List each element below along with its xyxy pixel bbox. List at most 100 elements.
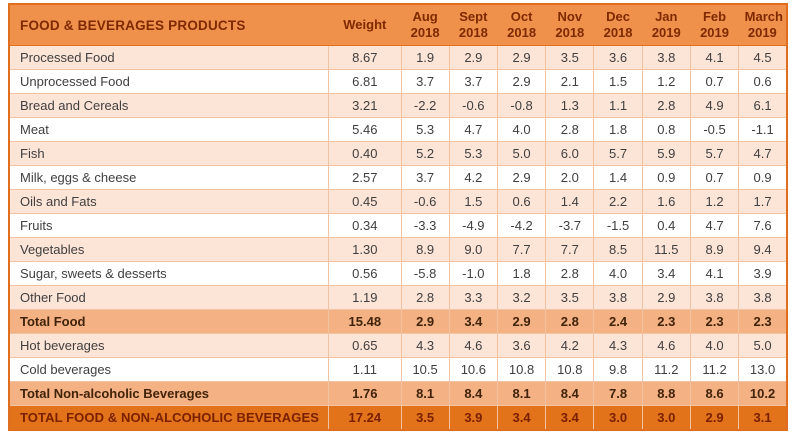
value-cell: 10.5 — [400, 357, 450, 382]
value-cell: 4.0 — [496, 117, 547, 142]
row-label: Sugar, sweets & desserts — [8, 261, 330, 286]
table-row: Other Food 1.19 2.8 3.3 3.2 3.5 3.8 2.9 3.8 3.8 — [8, 285, 788, 310]
value-cell: -3.7 — [545, 213, 595, 238]
weight-cell: 5.46 — [328, 117, 402, 142]
weight-cell: 0.40 — [328, 141, 402, 166]
table-row: Fish 0.40 5.2 5.3 5.0 6.0 5.7 5.9 5.7 4.7 — [8, 141, 788, 166]
value-cell: 8.1 — [400, 381, 450, 406]
column-header-month: Aug 2018 — [401, 4, 450, 46]
value-cell: -1.0 — [448, 261, 498, 286]
value-cell: 1.4 — [593, 165, 643, 190]
value-cell: 9.0 — [448, 237, 498, 262]
value-cell: 3.7 — [400, 165, 450, 190]
table-row: Vegetables 1.30 8.9 9.0 7.7 7.7 8.5 11.5 8.9 9.4 — [8, 237, 788, 262]
value-cell: 5.2 — [400, 141, 450, 166]
value-cell: 3.3 — [448, 285, 498, 310]
value-cell: 7.6 — [738, 213, 788, 238]
value-cell: 4.2 — [448, 165, 498, 190]
value-cell: 1.1 — [593, 93, 643, 118]
value-cell: 2.9 — [448, 45, 498, 70]
row-label: Cold beverages — [8, 357, 330, 382]
row-label: Fruits — [8, 213, 330, 238]
row-label: Processed Food — [8, 45, 330, 70]
row-label: Oils and Fats — [8, 189, 330, 214]
table-row: Bread and Cereals 3.21 -2.2 -0.6 -0.8 1.3 1.1 2… — [8, 93, 788, 118]
table-row: Cold beverages 1.11 10.5 10.6 10.8 10.8 9.8 11.… — [8, 357, 788, 382]
table-header: FOOD & BEVERAGES PRODUCTS Weight Aug 2018… — [9, 4, 787, 46]
weight-cell: 3.21 — [328, 93, 402, 118]
value-cell: 5.7 — [689, 141, 740, 166]
value-cell: 4.7 — [689, 213, 740, 238]
value-cell: 2.9 — [496, 69, 547, 94]
value-cell: 6.1 — [738, 93, 788, 118]
column-header-month: Jan 2019 — [642, 4, 691, 46]
weight-cell: 17.24 — [328, 405, 402, 431]
value-cell: 4.0 — [593, 261, 643, 286]
column-header-month: Sept 2018 — [449, 4, 498, 46]
value-cell: 3.5 — [545, 45, 595, 70]
value-cell: 2.3 — [641, 309, 691, 334]
value-cell: 4.1 — [689, 45, 740, 70]
value-cell: -4.2 — [496, 213, 547, 238]
weight-cell: 6.81 — [328, 69, 402, 94]
table-row: Milk, eggs & cheese 2.57 3.7 4.2 2.9 2.0 1.4 0.… — [8, 165, 788, 190]
table-row: Meat 5.46 5.3 4.7 4.0 2.8 1.8 0.8 -0.5 -1.1 — [8, 117, 788, 142]
value-cell: 3.8 — [738, 285, 788, 310]
value-cell: 0.9 — [641, 165, 691, 190]
value-cell: 2.9 — [689, 405, 740, 431]
value-cell: 3.6 — [496, 333, 547, 358]
value-cell: 8.4 — [448, 381, 498, 406]
value-cell: 1.7 — [738, 189, 788, 214]
value-cell: 4.6 — [641, 333, 691, 358]
row-label: Total Non-alcoholic Beverages — [8, 381, 330, 406]
value-cell: 3.4 — [641, 261, 691, 286]
value-cell: 8.5 — [593, 237, 643, 262]
value-cell: 0.8 — [641, 117, 691, 142]
column-header-weight: Weight — [328, 4, 401, 46]
value-cell: 3.6 — [593, 45, 643, 70]
value-cell: -1.1 — [738, 117, 788, 142]
value-cell: 1.2 — [641, 69, 691, 94]
row-label: Bread and Cereals — [8, 93, 330, 118]
value-cell: 4.7 — [448, 117, 498, 142]
table-row: TOTAL FOOD & NON-ALCOHOLIC BEVERAGES 17.2… — [8, 405, 788, 431]
row-label: Milk, eggs & cheese — [8, 165, 330, 190]
value-cell: 2.8 — [545, 261, 595, 286]
value-cell: 5.7 — [593, 141, 643, 166]
weight-cell: 0.56 — [328, 261, 402, 286]
value-cell: 1.4 — [545, 189, 595, 214]
value-cell: -5.8 — [400, 261, 450, 286]
value-cell: 11.5 — [641, 237, 691, 262]
value-cell: 4.1 — [689, 261, 740, 286]
value-cell: -0.6 — [400, 189, 450, 214]
value-cell: 2.8 — [400, 285, 450, 310]
value-cell: 4.6 — [448, 333, 498, 358]
value-cell: 3.0 — [593, 405, 643, 431]
weight-cell: 1.76 — [328, 381, 402, 406]
value-cell: -0.8 — [496, 93, 547, 118]
value-cell: 10.8 — [545, 357, 595, 382]
row-label: Meat — [8, 117, 330, 142]
value-cell: 11.2 — [641, 357, 691, 382]
value-cell: 8.8 — [641, 381, 691, 406]
value-cell: 2.1 — [545, 69, 595, 94]
value-cell: 5.9 — [641, 141, 691, 166]
value-cell: 2.8 — [545, 309, 595, 334]
column-header-month: March 2019 — [738, 4, 787, 46]
value-cell: 13.0 — [738, 357, 788, 382]
value-cell: 10.8 — [496, 357, 547, 382]
value-cell: 1.5 — [593, 69, 643, 94]
value-cell: 7.8 — [593, 381, 643, 406]
value-cell: 8.9 — [400, 237, 450, 262]
value-cell: 1.5 — [448, 189, 498, 214]
value-cell: 3.2 — [496, 285, 547, 310]
value-cell: 9.4 — [738, 237, 788, 262]
table-title: FOOD & BEVERAGES PRODUCTS — [9, 4, 329, 46]
value-cell: 2.9 — [400, 309, 450, 334]
value-cell: 4.9 — [689, 93, 740, 118]
value-cell: 3.8 — [689, 285, 740, 310]
column-header-month: Nov 2018 — [545, 4, 594, 46]
row-label: Unprocessed Food — [8, 69, 330, 94]
value-cell: 3.8 — [593, 285, 643, 310]
table-row: Unprocessed Food 6.81 3.7 3.7 2.9 2.1 1.5 1.2 0.… — [8, 69, 788, 94]
